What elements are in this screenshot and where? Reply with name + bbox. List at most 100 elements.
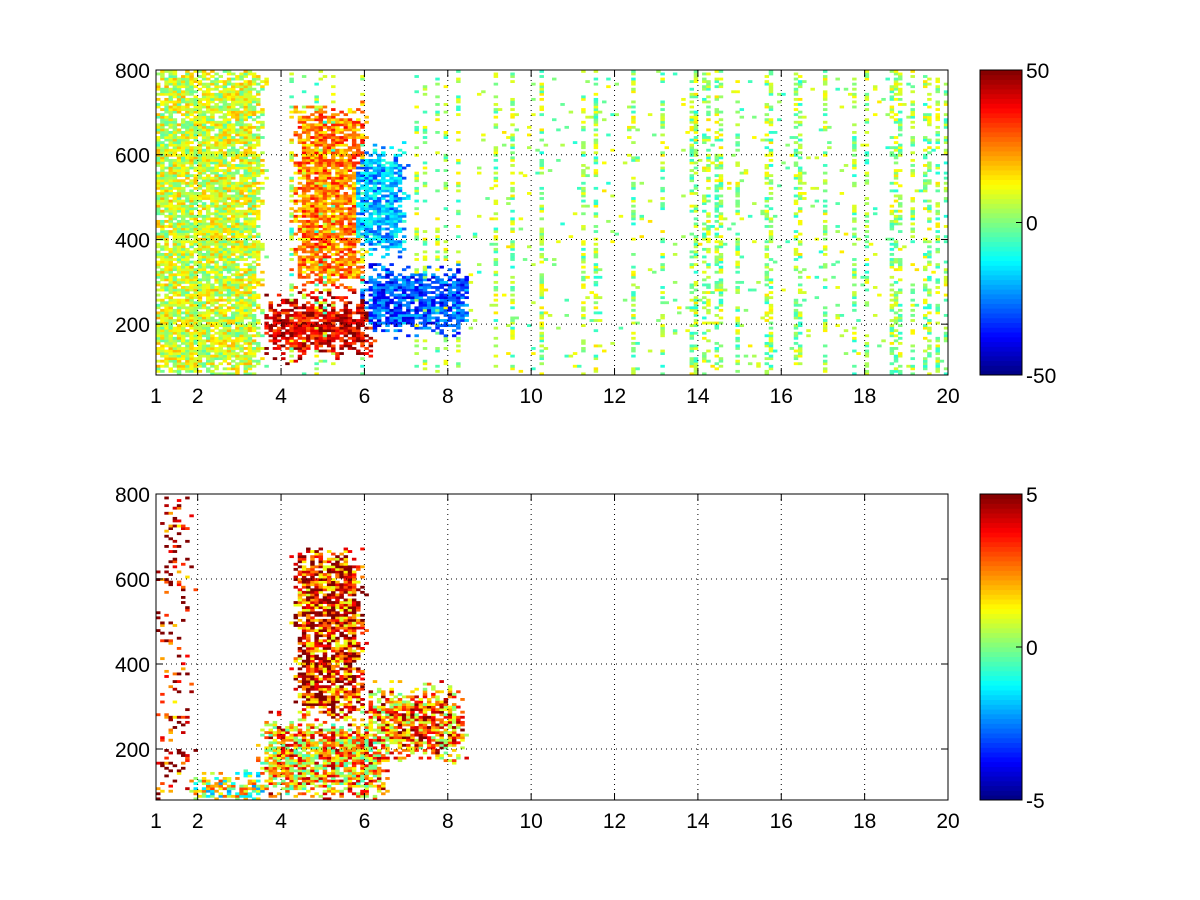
- heatmap-cell: [185, 324, 190, 328]
- heatmap-cell: [164, 70, 169, 73]
- heatmap-cell: [172, 110, 178, 114]
- heatmap-cell: [197, 270, 203, 274]
- heatmap-cell: [172, 242, 178, 246]
- heatmap-cell: [210, 113, 215, 117]
- heatmap-cell: [314, 354, 319, 358]
- heatmap-cell: [243, 136, 249, 139]
- heatmap-cell: [226, 120, 232, 124]
- heatmap-cell: [185, 133, 190, 137]
- heatmap-cell: [318, 296, 324, 300]
- heatmap-cell: [222, 171, 228, 175]
- heatmap-cell: [510, 219, 515, 223]
- heatmap-cell: [560, 222, 565, 226]
- heatmap-cell: [418, 326, 424, 330]
- heatmap-cell: [335, 120, 340, 124]
- heatmap-cell: [247, 334, 253, 338]
- heatmap-cell: [343, 314, 349, 317]
- heatmap-cell: [256, 296, 261, 300]
- heatmap-cell: [539, 227, 544, 231]
- heatmap-cell: [314, 131, 319, 134]
- heatmap-cell: [306, 161, 311, 165]
- heatmap-cell: [164, 192, 169, 195]
- heatmap-cell: [426, 306, 432, 310]
- heatmap-cell: [414, 131, 419, 134]
- heatmap-cell: [401, 291, 407, 294]
- heatmap-cell: [201, 230, 207, 233]
- heatmap-cell: [331, 232, 336, 236]
- heatmap-cell: [189, 242, 194, 246]
- heatmap-cell: [339, 316, 344, 320]
- heatmap-cell: [301, 275, 307, 279]
- heatmap-cell: [360, 100, 365, 104]
- heatmap-cell: [351, 336, 357, 340]
- heatmap-cell: [447, 268, 453, 272]
- heatmap-cell: [214, 189, 219, 193]
- heatmap-cell: [539, 314, 544, 317]
- heatmap-cell: [422, 161, 428, 165]
- heatmap-cell: [231, 293, 236, 297]
- heatmap-cell: [201, 179, 207, 183]
- heatmap-cell: [318, 189, 324, 193]
- heatmap-cell: [397, 316, 403, 320]
- heatmap-cell: [360, 204, 365, 208]
- heatmap-cell: [443, 273, 449, 277]
- heatmap-cell: [172, 143, 178, 147]
- heatmap-cell: [481, 138, 486, 142]
- heatmap-cell: [222, 235, 228, 239]
- heatmap-cell: [172, 128, 178, 132]
- heatmap-cell: [181, 90, 186, 94]
- heatmap-cell: [356, 189, 361, 193]
- heatmap-cell: [197, 97, 203, 101]
- heatmap-cell: [351, 136, 357, 139]
- heatmap-cell: [476, 214, 482, 218]
- heatmap-cell: [193, 97, 198, 101]
- heatmap-cell: [356, 197, 361, 200]
- heatmap-cell: [347, 288, 353, 292]
- heatmap-cell: [351, 128, 357, 132]
- heatmap-cell: [218, 138, 223, 142]
- heatmap-cell: [339, 331, 344, 335]
- heatmap-cell: [435, 369, 440, 373]
- heatmap-cell: [256, 359, 261, 363]
- heatmap-cell: [297, 347, 303, 350]
- heatmap-cell: [322, 192, 328, 195]
- heatmap-cell: [376, 275, 382, 279]
- heatmap-cell: [306, 260, 311, 264]
- heatmap-cell: [210, 324, 215, 328]
- heatmap-cell: [185, 97, 190, 101]
- heatmap-cell: [168, 120, 173, 124]
- heatmap-cell: [189, 319, 194, 322]
- heatmap-cell: [235, 321, 240, 325]
- heatmap-cell: [410, 288, 415, 292]
- heatmap-cell: [293, 359, 299, 363]
- heatmap-cell: [289, 336, 294, 340]
- heatmap-cell: [447, 293, 453, 297]
- heatmap-cell: [218, 133, 223, 137]
- heatmap-cell: [264, 347, 269, 350]
- heatmap-cell: [397, 164, 403, 167]
- heatmap-cell: [256, 156, 261, 160]
- heatmap-cell: [414, 288, 419, 292]
- heatmap-cell: [160, 90, 165, 94]
- heatmap-cell: [193, 176, 198, 180]
- heatmap-cell: [214, 222, 219, 226]
- heatmap-cell: [231, 359, 236, 363]
- heatmap-cell: [356, 339, 361, 343]
- heatmap-cell: [364, 209, 369, 213]
- heatmap-cell: [201, 166, 207, 170]
- heatmap-cell: [314, 194, 319, 198]
- heatmap-cell: [539, 253, 544, 256]
- heatmap-cell: [531, 367, 536, 371]
- heatmap-cell: [243, 247, 249, 251]
- heatmap-cell: [214, 336, 219, 340]
- heatmap-cell: [406, 164, 411, 167]
- heatmap-cell: [318, 207, 324, 211]
- heatmap-cell: [356, 306, 361, 310]
- heatmap-cell: [351, 260, 357, 264]
- heatmap-cell: [251, 278, 257, 282]
- heatmap-cell: [314, 148, 319, 152]
- heatmap-cell: [306, 240, 311, 244]
- heatmap-cell: [226, 212, 232, 216]
- heatmap-cell: [226, 286, 232, 289]
- heatmap-cell: [235, 372, 240, 376]
